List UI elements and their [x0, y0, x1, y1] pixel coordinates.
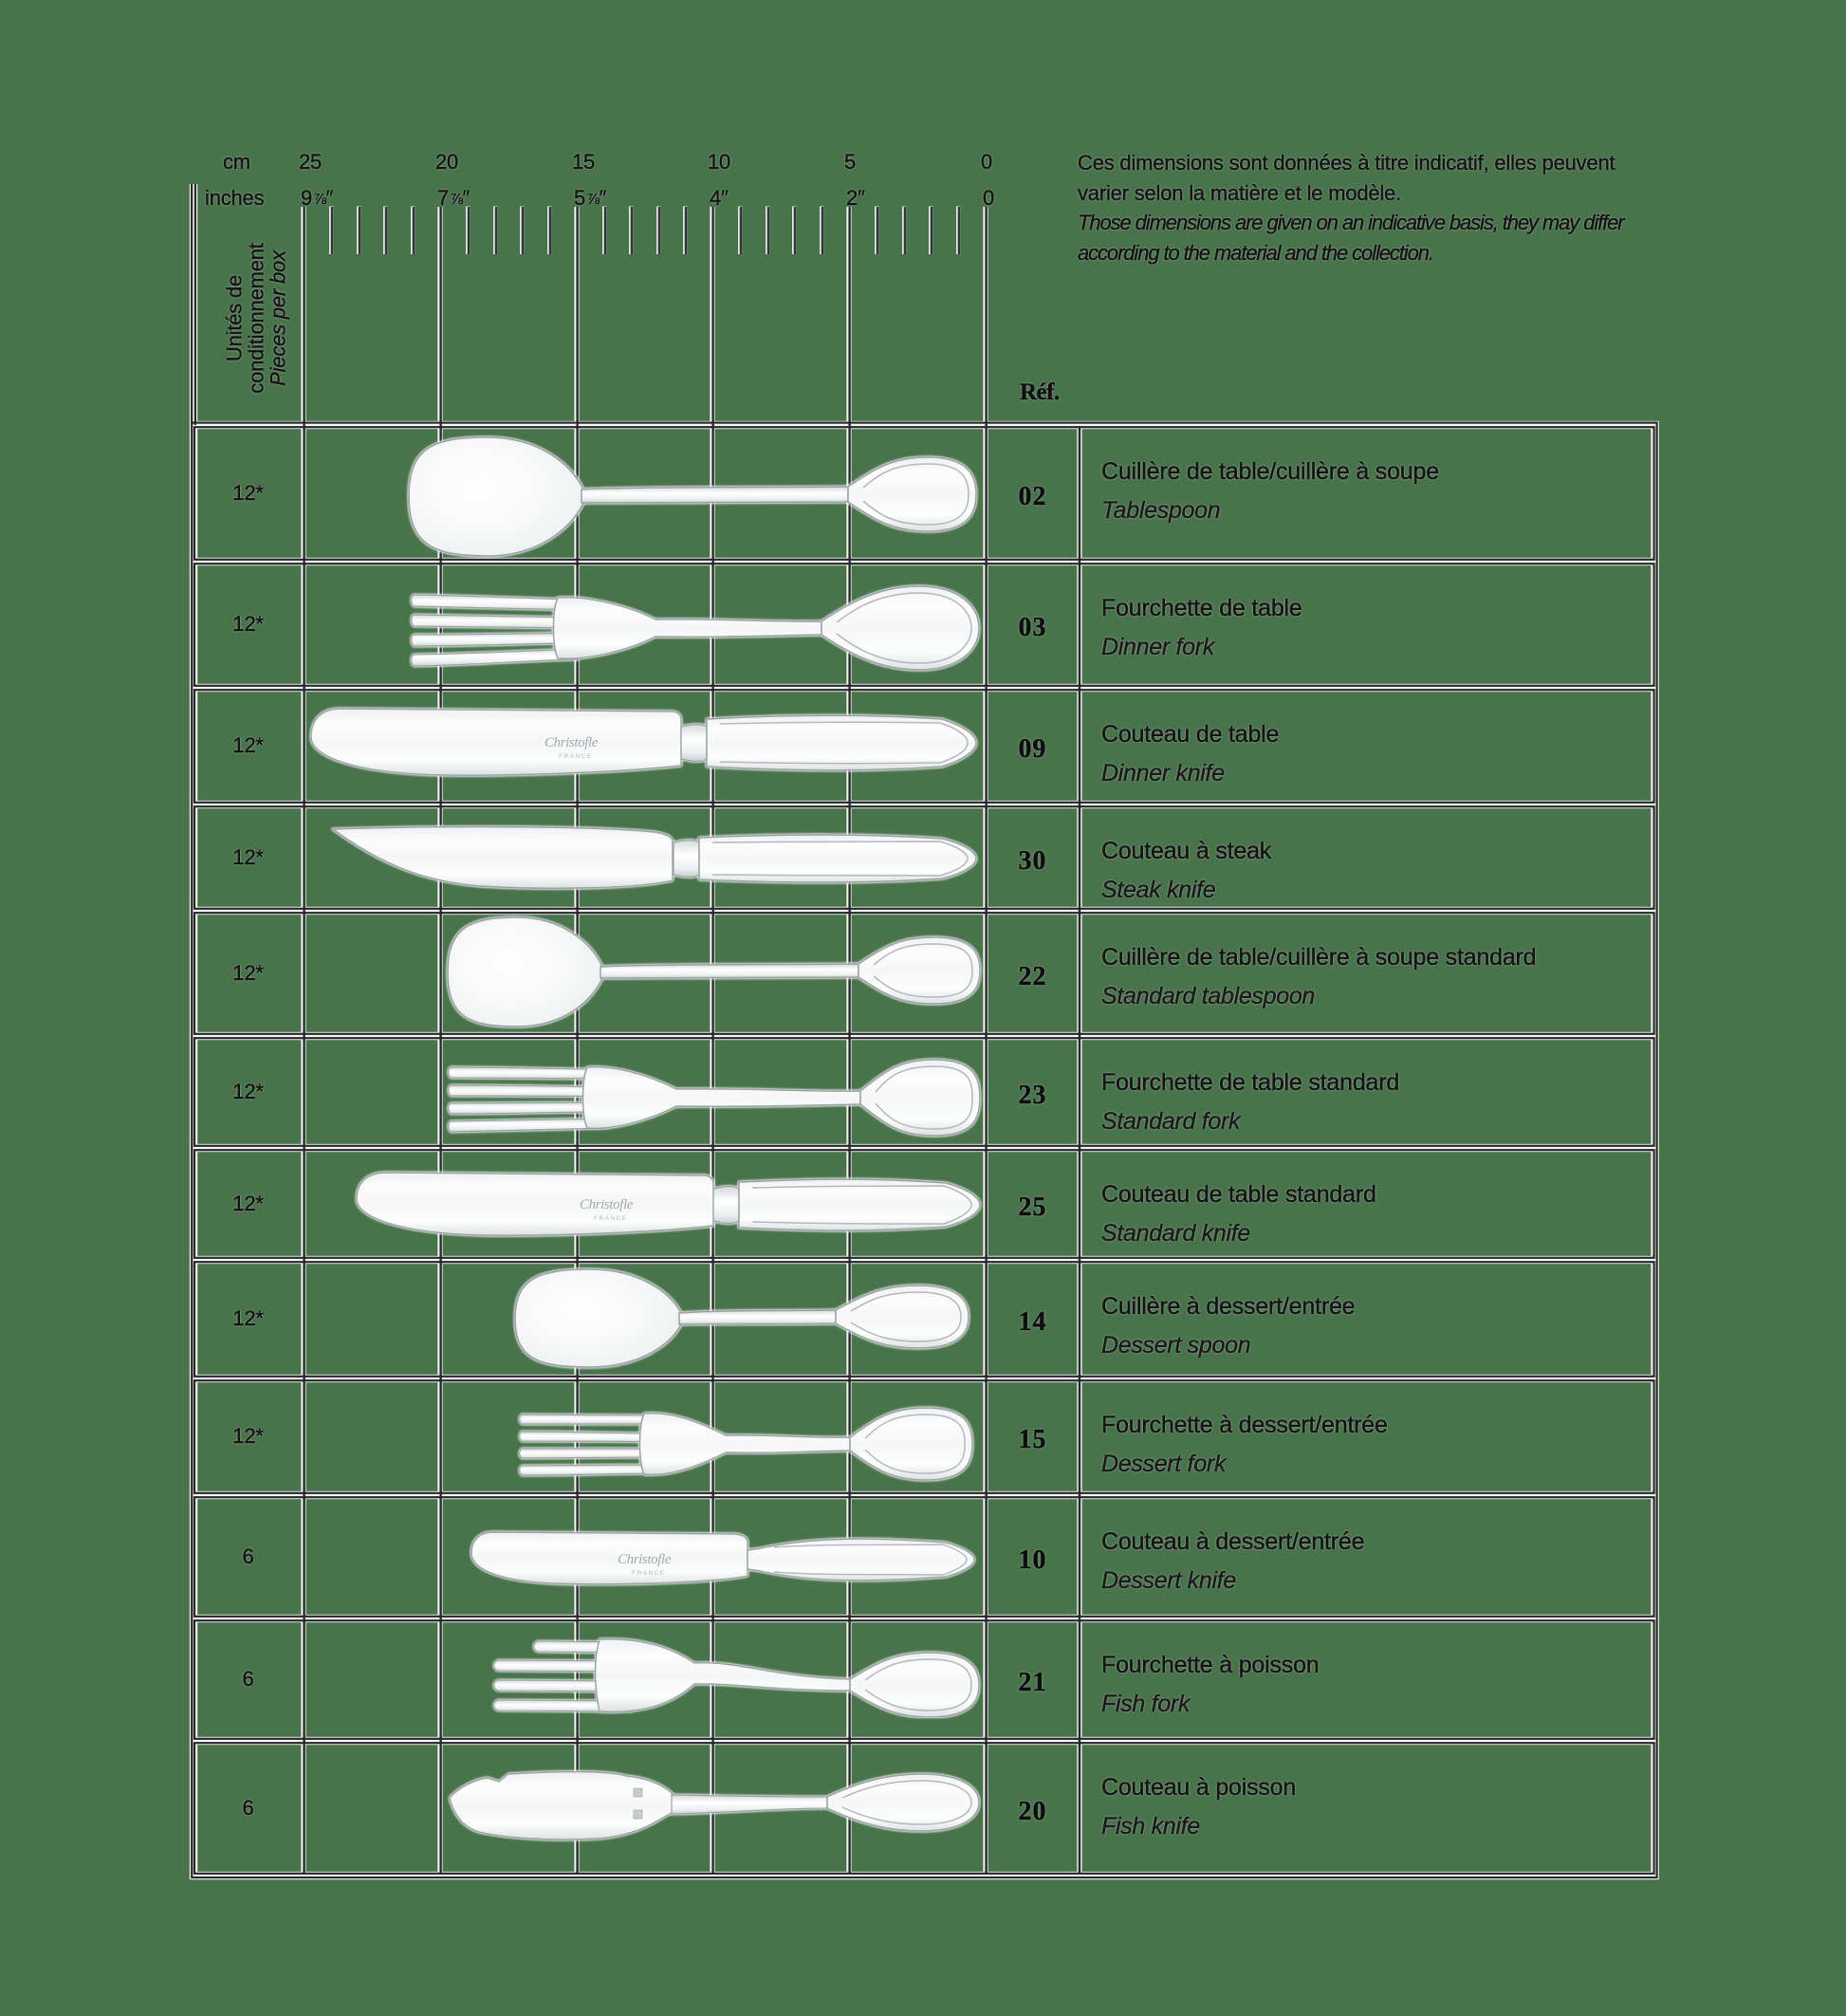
- svg-text:FRANCE: FRANCE: [594, 1215, 628, 1222]
- svg-text:Christofle: Christofle: [618, 1552, 672, 1567]
- svg-text:FRANCE: FRANCE: [559, 753, 593, 760]
- svg-text:Christofle: Christofle: [580, 1197, 634, 1212]
- svg-text:FRANCE: FRANCE: [632, 1570, 666, 1577]
- svg-text:Christofle: Christofle: [545, 735, 599, 750]
